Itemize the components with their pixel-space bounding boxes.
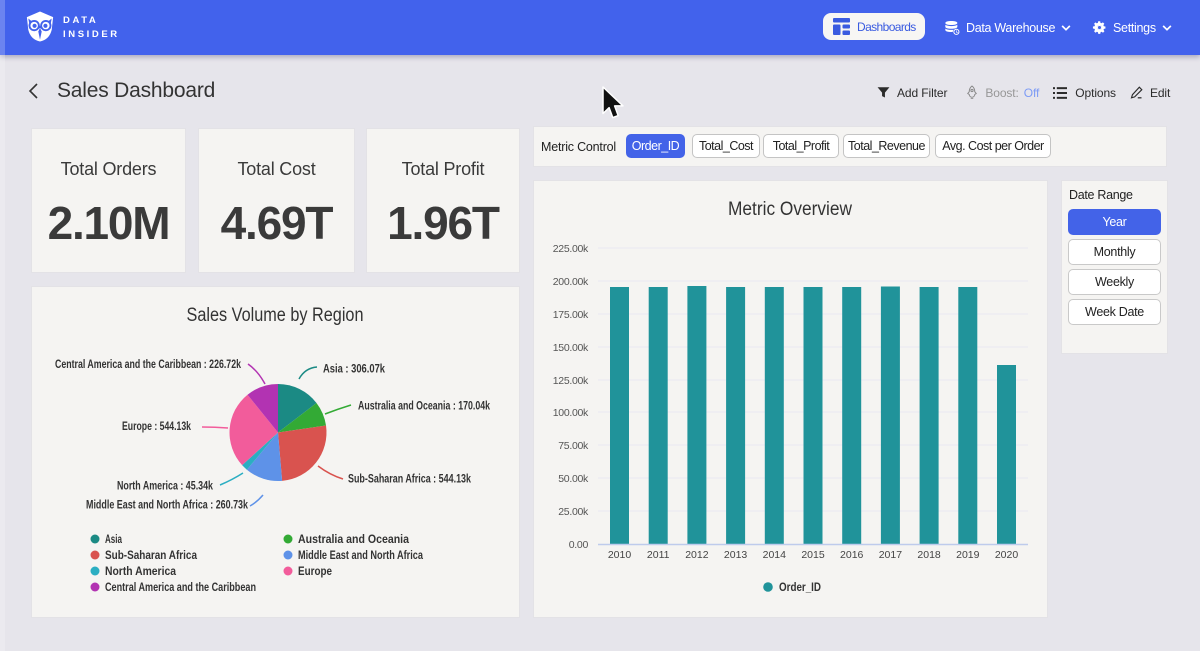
svg-text:2020: 2020 (995, 549, 1019, 561)
svg-text:Middle East and North Africa :: Middle East and North Africa : 260.73k (86, 500, 248, 512)
svg-text:Sub-Saharan Africa : 544.13k: Sub-Saharan Africa : 544.13k (348, 474, 471, 486)
svg-text:Europe : 544.13k: Europe : 544.13k (122, 421, 191, 433)
svg-text:Asia: Asia (105, 534, 122, 546)
svg-text:Asia : 306.07k: Asia : 306.07k (323, 364, 385, 376)
svg-text:North America : 45.34k: North America : 45.34k (117, 481, 213, 493)
svg-text:Australia and Oceania : 170.04: Australia and Oceania : 170.04k (358, 401, 490, 413)
svg-text:25.00k: 25.00k (558, 506, 589, 518)
svg-text:2014: 2014 (763, 549, 787, 561)
svg-text:Metric Overview: Metric Overview (728, 199, 852, 220)
svg-text:2015: 2015 (801, 549, 825, 561)
svg-text:Australia and Oceania: Australia and Oceania (298, 534, 410, 546)
svg-text:175.00k: 175.00k (553, 309, 589, 321)
svg-text:125.00k: 125.00k (553, 375, 589, 387)
svg-text:North America: North America (105, 566, 177, 578)
svg-text:2012: 2012 (685, 549, 709, 561)
svg-text:225.00k: 225.00k (553, 243, 589, 255)
svg-text:2019: 2019 (956, 549, 980, 561)
svg-text:150.00k: 150.00k (553, 342, 589, 354)
svg-text:0.00: 0.00 (569, 539, 589, 551)
svg-text:Middle East and North Africa: Middle East and North Africa (298, 550, 423, 562)
svg-text:75.00k: 75.00k (558, 440, 589, 452)
svg-text:2017: 2017 (879, 549, 903, 561)
svg-text:50.00k: 50.00k (558, 473, 589, 485)
svg-text:200.00k: 200.00k (553, 276, 589, 288)
svg-text:Sales Volume by Region: Sales Volume by Region (187, 305, 364, 326)
svg-text:Sub-Saharan Africa: Sub-Saharan Africa (105, 550, 198, 562)
svg-text:Central America and the Caribb: Central America and the Caribbean (105, 582, 256, 594)
svg-text:Order_ID: Order_ID (779, 582, 821, 594)
svg-text:2011: 2011 (647, 549, 670, 561)
svg-text:2016: 2016 (840, 549, 864, 561)
svg-text:Central America and the Caribb: Central America and the Caribbean : 226.… (55, 359, 241, 371)
svg-text:2018: 2018 (917, 549, 941, 561)
svg-text:Europe: Europe (298, 566, 332, 578)
svg-text:2010: 2010 (608, 549, 632, 561)
svg-text:2013: 2013 (724, 549, 748, 561)
svg-text:100.00k: 100.00k (553, 407, 589, 419)
